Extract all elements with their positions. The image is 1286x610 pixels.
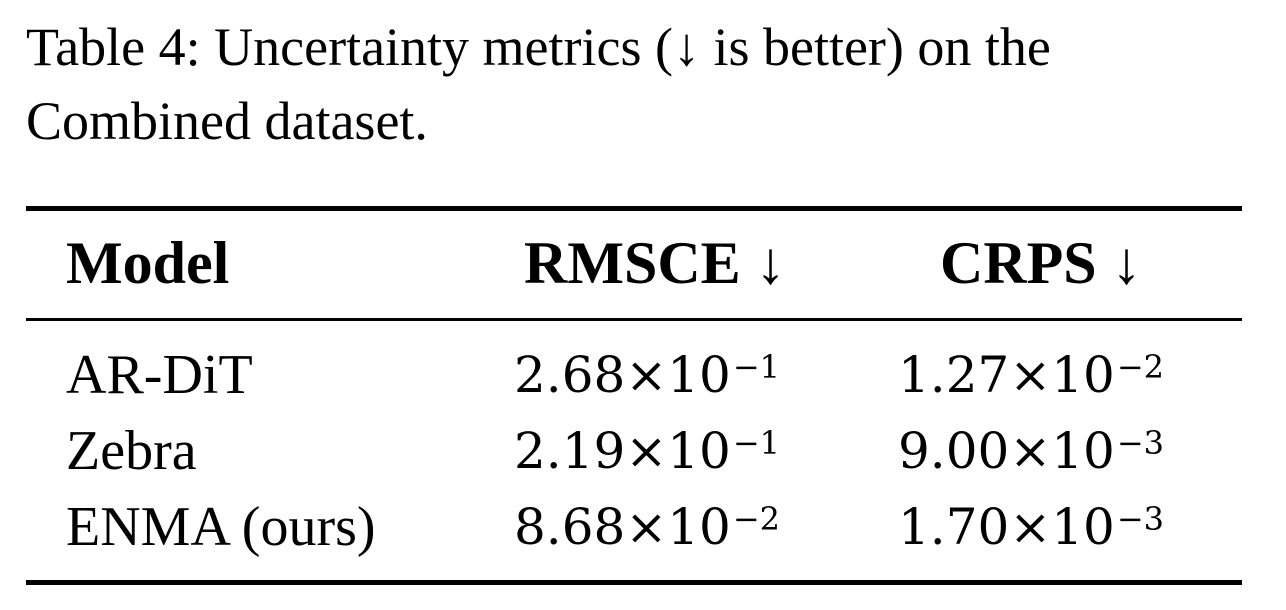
row-2-rmsce-exponent: −1 — [732, 424, 781, 462]
row-2-rmsce: 2.19×10−1 — [514, 416, 780, 486]
row-3-rmsce-exponent: −2 — [732, 500, 781, 538]
row-2-crps-exponent: −3 — [1116, 424, 1165, 462]
row-2-rmsce-mantissa: 2.19×10 — [514, 422, 731, 480]
table-header-rule — [26, 318, 1242, 321]
row-1-rmsce: 2.68×10−1 — [514, 340, 780, 410]
row-3-crps: 1.70×10−3 — [898, 492, 1164, 562]
row-2-crps-mantissa: 9.00×10 — [898, 422, 1115, 480]
header-model: Model — [66, 230, 230, 296]
row-1-crps-mantissa: 1.27×10 — [898, 346, 1115, 404]
table-top-rule — [26, 206, 1242, 211]
row-3-crps-exponent: −3 — [1116, 500, 1165, 538]
row-3-crps-mantissa: 1.70×10 — [898, 498, 1115, 556]
header-rmsce: RMSCE ↓ — [524, 230, 786, 296]
row-1-crps-exponent: −2 — [1116, 348, 1165, 386]
table-bottom-rule — [26, 580, 1242, 585]
row-2-model: Zebra — [66, 420, 197, 482]
row-3-rmsce-mantissa: 8.68×10 — [514, 498, 731, 556]
row-3-rmsce: 8.68×10−2 — [514, 492, 780, 562]
row-1-crps: 1.27×10−2 — [898, 340, 1164, 410]
row-2-crps: 9.00×10−3 — [898, 416, 1164, 486]
row-1-model: AR-DiT — [66, 344, 253, 406]
row-1-rmsce-mantissa: 2.68×10 — [514, 346, 731, 404]
row-1-rmsce-exponent: −1 — [732, 348, 781, 386]
header-crps: CRPS ↓ — [940, 230, 1142, 296]
table-caption: Table 4: Uncertainty metrics (↓ is bette… — [26, 17, 1051, 151]
row-3-model: ENMA (ours) — [66, 496, 376, 558]
